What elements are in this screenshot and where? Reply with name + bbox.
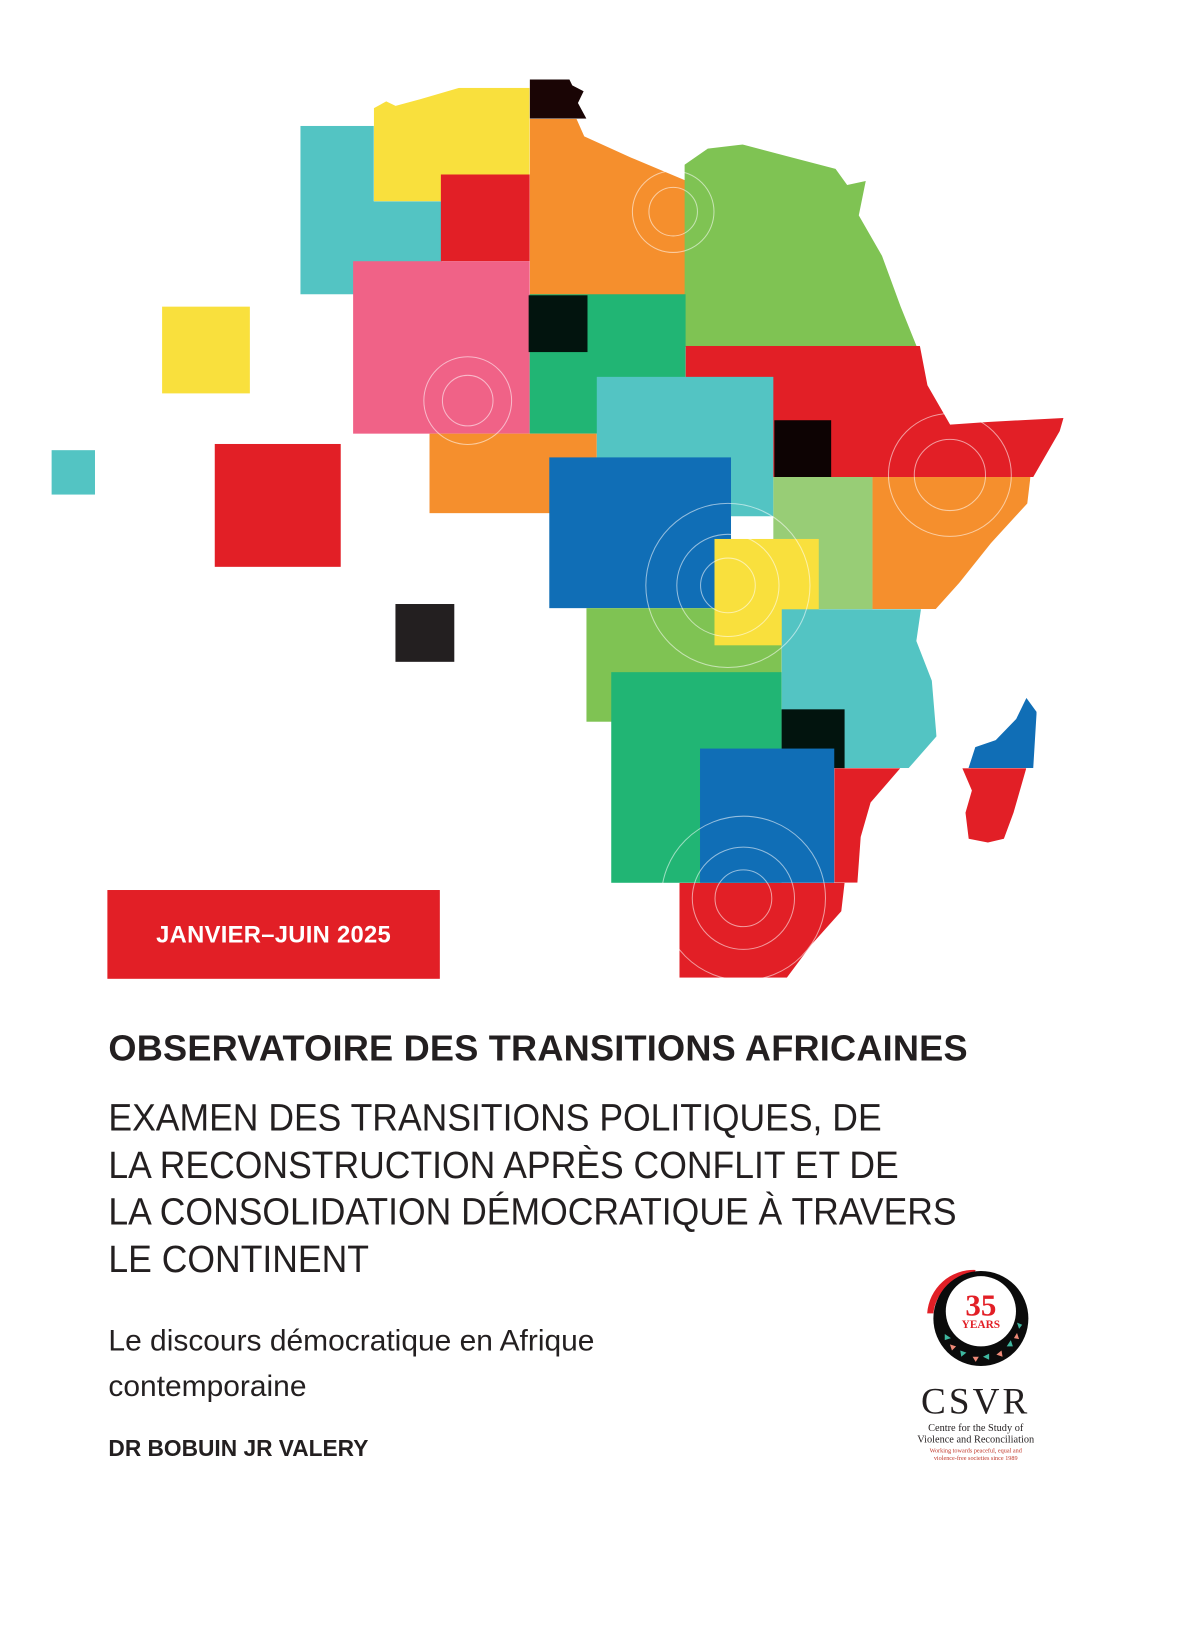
map-block bbox=[162, 306, 250, 394]
topic-line: Le discours démocratique en Afrique bbox=[108, 1324, 595, 1358]
anniversary-emblem-icon: 35 YEARS bbox=[927, 1269, 1029, 1366]
map-block bbox=[529, 79, 587, 119]
logo-tagline-line: violence-free societies since 1989 bbox=[933, 1455, 1018, 1463]
circuit-ring bbox=[648, 186, 698, 237]
circuit-ring bbox=[441, 374, 494, 427]
anniversary-number: 35 bbox=[965, 1287, 996, 1322]
topic-line: contemporaine bbox=[108, 1370, 307, 1404]
map-block bbox=[51, 450, 95, 495]
circuit-ring bbox=[913, 438, 987, 512]
map-block-madagascar bbox=[968, 697, 1037, 769]
logo-name-line: Violence and Reconciliation bbox=[917, 1434, 1035, 1446]
author-name: DR BOBUIN JR VALERY bbox=[108, 1435, 369, 1461]
circuit-ring bbox=[423, 356, 513, 446]
period-badge: JANVIER–JUIN 2025 bbox=[107, 890, 440, 979]
subtitle-line: LA RECONSTRUCTION APRÈS CONFLIT ET DE bbox=[108, 1143, 899, 1186]
circuit-ring bbox=[631, 170, 715, 253]
subtitle-line: LE CONTINENT bbox=[108, 1237, 369, 1280]
circuit-ring bbox=[645, 502, 811, 669]
anniversary-label: YEARS bbox=[962, 1319, 1000, 1331]
subtitle-line: LA CONSOLIDATION DÉMOCRATIQUE À TRAVERS bbox=[108, 1190, 957, 1233]
circuit-ring bbox=[700, 557, 756, 614]
map-block bbox=[684, 144, 917, 347]
circuit-ring bbox=[714, 869, 773, 928]
circuit-ring bbox=[887, 413, 1012, 537]
logo-name-line: Centre for the Study of bbox=[928, 1422, 1024, 1435]
logo-acronym: CSVR bbox=[920, 1380, 1031, 1422]
map-block bbox=[214, 443, 341, 567]
map-block bbox=[528, 295, 588, 353]
circuit-ring bbox=[691, 846, 796, 950]
report-title: OBSERVATOIRE DES TRANSITIONS AFRICAINES bbox=[108, 1028, 968, 1069]
map-block bbox=[440, 174, 530, 262]
map-block bbox=[395, 604, 455, 662]
csvr-logo: 35 YEARS CSVR Centre for the Study of Vi… bbox=[909, 1262, 1043, 1463]
circuit-ring bbox=[660, 815, 826, 981]
subtitle-line: EXAMEN DES TRANSITIONS POLITIQUES, DE bbox=[108, 1096, 882, 1139]
map-block bbox=[834, 768, 901, 883]
map-block bbox=[371, 201, 442, 264]
circuit-ring bbox=[676, 533, 780, 638]
map-block-madagascar bbox=[962, 768, 1027, 843]
logo-tagline: Working towards peaceful, equal and viol… bbox=[909, 1449, 1043, 1463]
report-subtitle: EXAMEN DES TRANSITIONS POLITIQUES, DE LA… bbox=[108, 1094, 1020, 1282]
report-topic: Le discours démocratique en Afrique cont… bbox=[108, 1319, 594, 1410]
map-block bbox=[774, 420, 832, 478]
logo-tagline-line: Working towards peaceful, equal and bbox=[929, 1448, 1022, 1455]
logo-full-name: Centre for the Study of Violence and Rec… bbox=[909, 1423, 1043, 1446]
